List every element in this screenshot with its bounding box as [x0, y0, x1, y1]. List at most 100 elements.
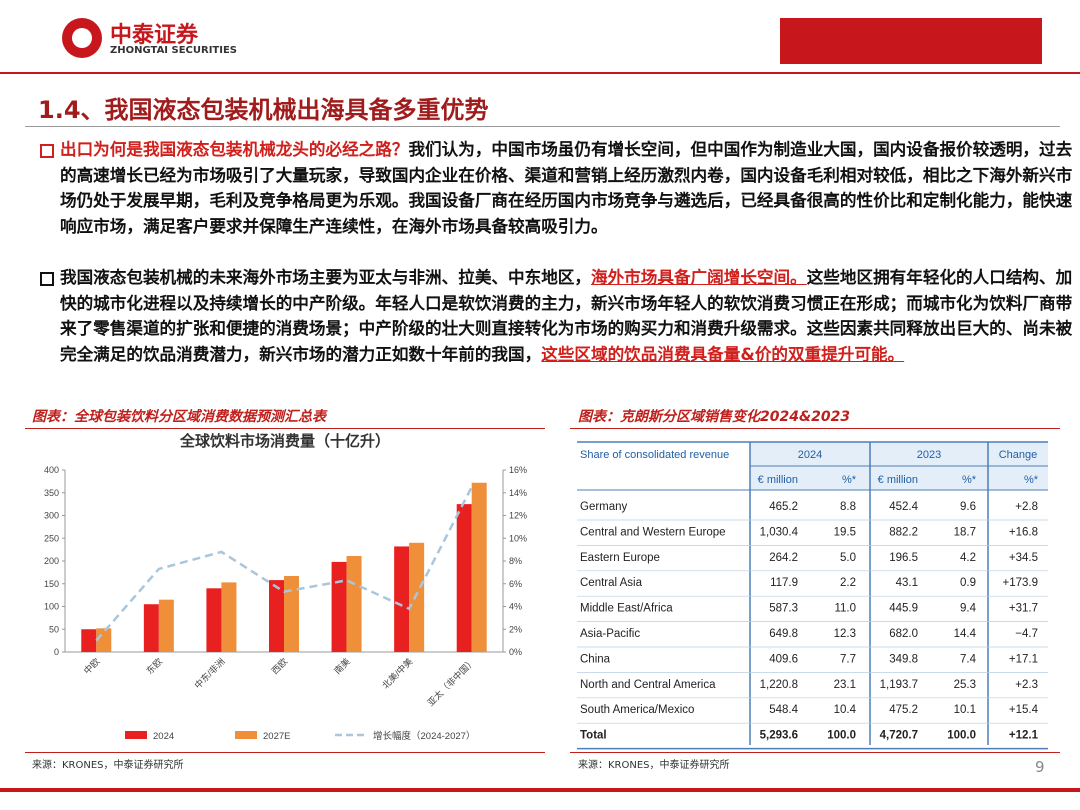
bullet-box — [40, 272, 54, 286]
y2-tick-label: 14% — [509, 488, 527, 498]
table-cell: +12.1 — [1009, 730, 1039, 742]
bullet: 出口为何是我国液态包装机械龙头的必经之路？我们认为，中国市场虽仍有增长空间，但中… — [40, 137, 1078, 239]
table-cell: 7.7 — [840, 653, 856, 665]
x-tick-label: 东欧 — [144, 656, 165, 677]
page-number: 9 — [1035, 758, 1045, 776]
table-cell: 882.2 — [889, 526, 918, 538]
table-cell: −4.7 — [1015, 628, 1038, 640]
y2-tick-label: 4% — [509, 602, 522, 612]
x-tick-label: 中欧 — [81, 656, 102, 677]
y-tick-label: 400 — [44, 465, 59, 475]
legend-label: 增长幅度（2024-2027） — [373, 730, 475, 742]
table-cell: +2.8 — [1015, 501, 1038, 513]
growth-line — [95, 486, 473, 642]
bar — [221, 582, 237, 652]
chart: 全球饮料市场消费量（十亿升） 0 50 100 150 200 250 300 350 400 0… — [44, 432, 527, 742]
legend-swatch — [235, 731, 257, 739]
bar — [456, 504, 472, 652]
table-cell: Middle East/Africa — [580, 603, 673, 615]
table-cell: 25.3 — [954, 679, 976, 691]
table-cell: 548.4 — [769, 704, 798, 716]
y2-tick-label: 6% — [509, 579, 522, 589]
bar — [284, 576, 299, 652]
x-tick-label: 南美 — [331, 656, 352, 677]
bar — [331, 561, 347, 652]
table-cell: +2.3 — [1015, 679, 1038, 691]
table-cell: 475.2 — [889, 704, 918, 716]
y2-tick-label: 10% — [509, 533, 527, 543]
logo-text: 中泰证券 — [110, 23, 199, 48]
source: 来源：KRONES，中泰证券研究所 — [32, 760, 184, 771]
table-cell: 8.8 — [840, 501, 856, 513]
x-tick-label: 西欧 — [269, 656, 290, 677]
text: 我们认为，中国市场虽仍有增长空间，但中国作为制造业大国，国内设备报价较透明，过去… — [60, 140, 1073, 236]
x-tick-label: 北美/中美 — [380, 656, 415, 691]
table-subheader: %* — [842, 474, 857, 486]
y-tick-label: 150 — [44, 579, 59, 589]
table-cell: Germany — [580, 501, 628, 513]
table-cell: Eastern Europe — [580, 552, 660, 564]
table-cell: 9.6 — [960, 501, 976, 513]
highlight: 海外市场具备广阔增长空间。 — [591, 268, 807, 287]
table-cell: 5,293.6 — [760, 730, 798, 742]
table: Share of consolidated revenue 2024 2023 Cha… — [577, 441, 1048, 750]
table-cell: Total — [580, 730, 607, 742]
logo-subtext: ZHONGTAI SECURITIES — [110, 45, 237, 56]
table-cell: 23.1 — [834, 679, 856, 691]
table-cell: 43.1 — [896, 577, 918, 589]
y2-tick-label: 12% — [509, 511, 527, 521]
y2-tick-label: 8% — [509, 556, 522, 566]
table-cell: 5.0 — [840, 552, 856, 564]
table-cell: Central Asia — [580, 577, 643, 589]
chart-title: 全球饮料市场消费量（十亿升） — [179, 432, 390, 450]
table-cell: +34.5 — [1009, 552, 1038, 564]
y-tick-label: 250 — [44, 533, 59, 543]
header-rule — [0, 72, 1080, 74]
table-header: Change — [999, 449, 1038, 461]
logo-mark-inner — [72, 28, 92, 48]
table-cell: 4,720.7 — [880, 730, 918, 742]
table-cell: 409.6 — [769, 653, 798, 665]
table-cell: 196.5 — [889, 552, 918, 564]
caption: 图表：全球包装饮料分区域消费数据预测汇总表 — [32, 409, 326, 425]
table-subheader: € million — [758, 474, 798, 486]
table-subheader: € million — [878, 474, 918, 486]
y2-tick-label: 2% — [509, 624, 522, 634]
source: 来源：KRONES，中泰证券研究所 — [578, 760, 730, 771]
table-header: 2024 — [798, 449, 822, 461]
table-cell: 465.2 — [769, 501, 798, 513]
bar — [96, 628, 112, 652]
text: 这些地区拥有年轻化的人口结构、加快的城市化进程以及持续增长的中产阶级。年轻人口是… — [60, 268, 1073, 364]
highlight: 这些区域的饮品消费具备量&价的双重提升可能。 — [541, 344, 905, 364]
caption-rule — [570, 428, 1060, 429]
table-cell: 100.0 — [947, 730, 976, 742]
table-subheader: %* — [1024, 474, 1039, 486]
caption: 图表：克朗斯分区域销售变化2024&2023 — [578, 409, 851, 425]
y-tick-label: 0 — [54, 647, 59, 657]
table-cell: 7.4 — [960, 653, 977, 665]
text: 我国液态包装机械的未来海外市场主要为亚太与非洲、拉美、中东地区， — [60, 268, 591, 287]
bar — [143, 604, 159, 652]
table-cell: 10.1 — [954, 704, 976, 716]
bar — [158, 599, 174, 652]
table-cell: 19.5 — [834, 526, 856, 538]
table-cell: 11.0 — [834, 603, 856, 615]
table-cell: 349.8 — [889, 653, 918, 665]
bar — [471, 482, 487, 652]
y-tick-label: 300 — [44, 511, 59, 521]
table-cell: 1,030.4 — [760, 526, 799, 538]
x-tick-label: 亚太（非中国） — [425, 656, 477, 708]
table-header: Share of consolidated revenue — [580, 449, 729, 461]
bar — [269, 580, 284, 652]
y-tick-label: 50 — [49, 624, 59, 634]
table-cell: Asia-Pacific — [580, 628, 640, 640]
legend-label: 2027E — [263, 731, 290, 742]
table-cell: 4.2 — [960, 552, 976, 564]
table-cell: South America/Mexico — [580, 704, 694, 716]
table-cell: 117.9 — [770, 577, 798, 589]
bar — [394, 546, 410, 652]
table-cell: Central and Western Europe — [580, 526, 726, 538]
table-cell: 18.7 — [954, 526, 976, 538]
table-subheader: %* — [962, 474, 977, 486]
table-cell: 14.4 — [954, 628, 977, 640]
